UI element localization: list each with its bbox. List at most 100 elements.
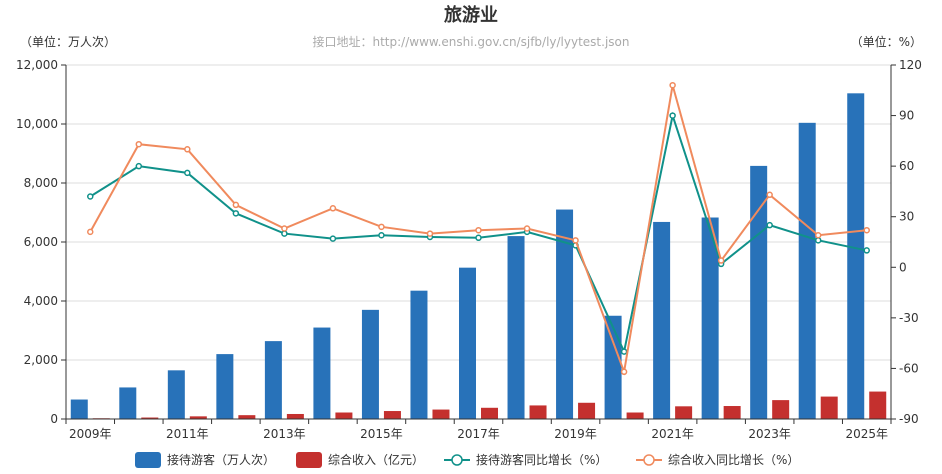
bar-visitors [847,93,865,419]
legend-label-visitors[interactable]: 接待游客（万人次） [167,452,275,467]
y-right-tick-label: -90 [899,412,919,426]
chart-title: 旅游业 [444,4,498,26]
point-revenue-growth [378,223,385,231]
axes-layer: 0 2,000 4,000 6,000 8,000 10,000 12,000 -90 -60 -… [16,58,922,441]
bar-revenue [772,400,790,419]
y-right-tick-label: 0 [899,260,907,274]
bar-revenue [529,405,547,419]
y-left-tick-label: 0 [50,412,58,426]
point-visitor-growth [87,193,94,200]
legend-label-revenue-growth[interactable]: 综合收入同比增长（%） [668,452,799,467]
bar-layer [70,93,887,419]
bar-revenue [820,396,838,419]
x-tick-label: 2019年 [554,427,597,441]
bar-visitors [313,327,331,419]
bar-visitors [119,387,137,419]
x-tick-label: 2011年 [166,427,209,441]
bar-revenue [869,391,887,419]
point-revenue-growth [184,146,191,153]
point-visitor-growth [475,234,482,242]
x-tick-label: 2025年 [845,427,888,441]
point-visitor-growth [184,169,191,177]
point-revenue-growth [523,225,531,232]
point-revenue-growth [281,225,288,232]
point-visitor-growth [232,210,240,217]
grid-lines [66,64,891,420]
point-revenue-growth [669,81,676,89]
point-visitor-growth [620,348,628,355]
point-visitor-growth [329,235,337,242]
bar-revenue [626,412,644,419]
point-revenue-growth [87,228,94,236]
y-left-tick-label: 12,000 [16,58,58,72]
x-tick-label: 2017年 [457,427,500,441]
point-visitor-growth [863,247,870,254]
point-revenue-growth [572,237,579,244]
y-left-tick-label: 4,000 [24,294,58,308]
y-right-tick-label: 60 [899,159,914,173]
bar-revenue [675,406,693,419]
bar-visitors [556,209,574,419]
bar-visitors [750,165,768,419]
legend-swatch-revenue[interactable] [296,452,322,468]
bar-revenue [481,407,498,419]
y-right-tick-label: -30 [899,311,919,325]
bar-visitors [167,370,185,419]
x-tick-label: 2009年 [69,427,112,441]
x-tick-label: 2021年 [651,427,694,441]
point-revenue-growth [863,226,870,234]
bar-revenue [238,415,256,419]
bar-visitors [604,315,622,419]
point-visitor-growth [135,162,143,170]
chart-subtitle: 接口地址：http://www.enshi.gov.cn/sjfb/ly/lyy… [313,34,630,49]
bar-revenue [723,406,741,419]
y-left-tick-label: 6,000 [24,235,58,249]
point-revenue-growth [717,257,725,264]
x-tick-label: 2023年 [748,427,791,441]
bar-visitors [410,290,428,419]
y-right-tick-label: -60 [899,361,919,375]
bar-revenue [432,409,450,419]
x-tick-label: 2013年 [263,427,306,441]
legend[interactable]: 接待游客（万人次） 综合收入（亿元） 接待游客同比增长（%） 综合收入同比增长（%） [135,452,799,468]
legend-swatch-marker-visitor-growth[interactable] [451,454,463,466]
point-visitor-growth [766,221,773,229]
point-visitor-growth [378,232,385,239]
point-revenue-growth [620,368,628,376]
legend-label-visitor-growth[interactable]: 接待游客同比增长（%） [476,452,607,467]
x-tick-label: 2015年 [360,427,403,441]
bar-revenue [286,413,304,419]
bar-visitors [701,217,719,419]
point-revenue-growth [329,205,337,212]
bar-revenue [335,412,353,419]
bar-visitors [216,354,234,419]
bar-visitors [653,221,671,419]
legend-label-revenue[interactable]: 综合收入（亿元） [328,452,424,467]
point-revenue-growth [232,201,240,209]
point-revenue-growth [814,232,822,239]
legend-swatch-marker-revenue-growth[interactable] [643,454,655,466]
left-axis-unit: （单位：万人次） [20,34,116,49]
bar-visitors [459,267,476,419]
y-right-tick-label: 120 [899,58,922,72]
point-revenue-growth [135,140,143,148]
point-revenue-growth [766,191,773,199]
line-layer [87,81,870,376]
y-right-tick-label: 90 [899,109,914,123]
bar-visitors [264,341,282,419]
bar-visitors [70,399,88,419]
bar-revenue [141,417,159,419]
right-axis-unit: （单位：%） [851,34,922,49]
y-left-tick-label: 2,000 [24,353,58,367]
bar-revenue [383,411,401,419]
point-revenue-growth [426,230,434,237]
y-left-tick-label: 10,000 [16,117,58,131]
legend-swatch-visitors[interactable] [135,452,161,468]
point-visitor-growth [281,230,288,237]
bar-visitors [507,236,525,419]
bar-revenue [189,416,207,419]
point-visitor-growth [814,237,822,244]
bar-visitors [361,309,379,419]
y-left-tick-label: 8,000 [24,176,58,190]
